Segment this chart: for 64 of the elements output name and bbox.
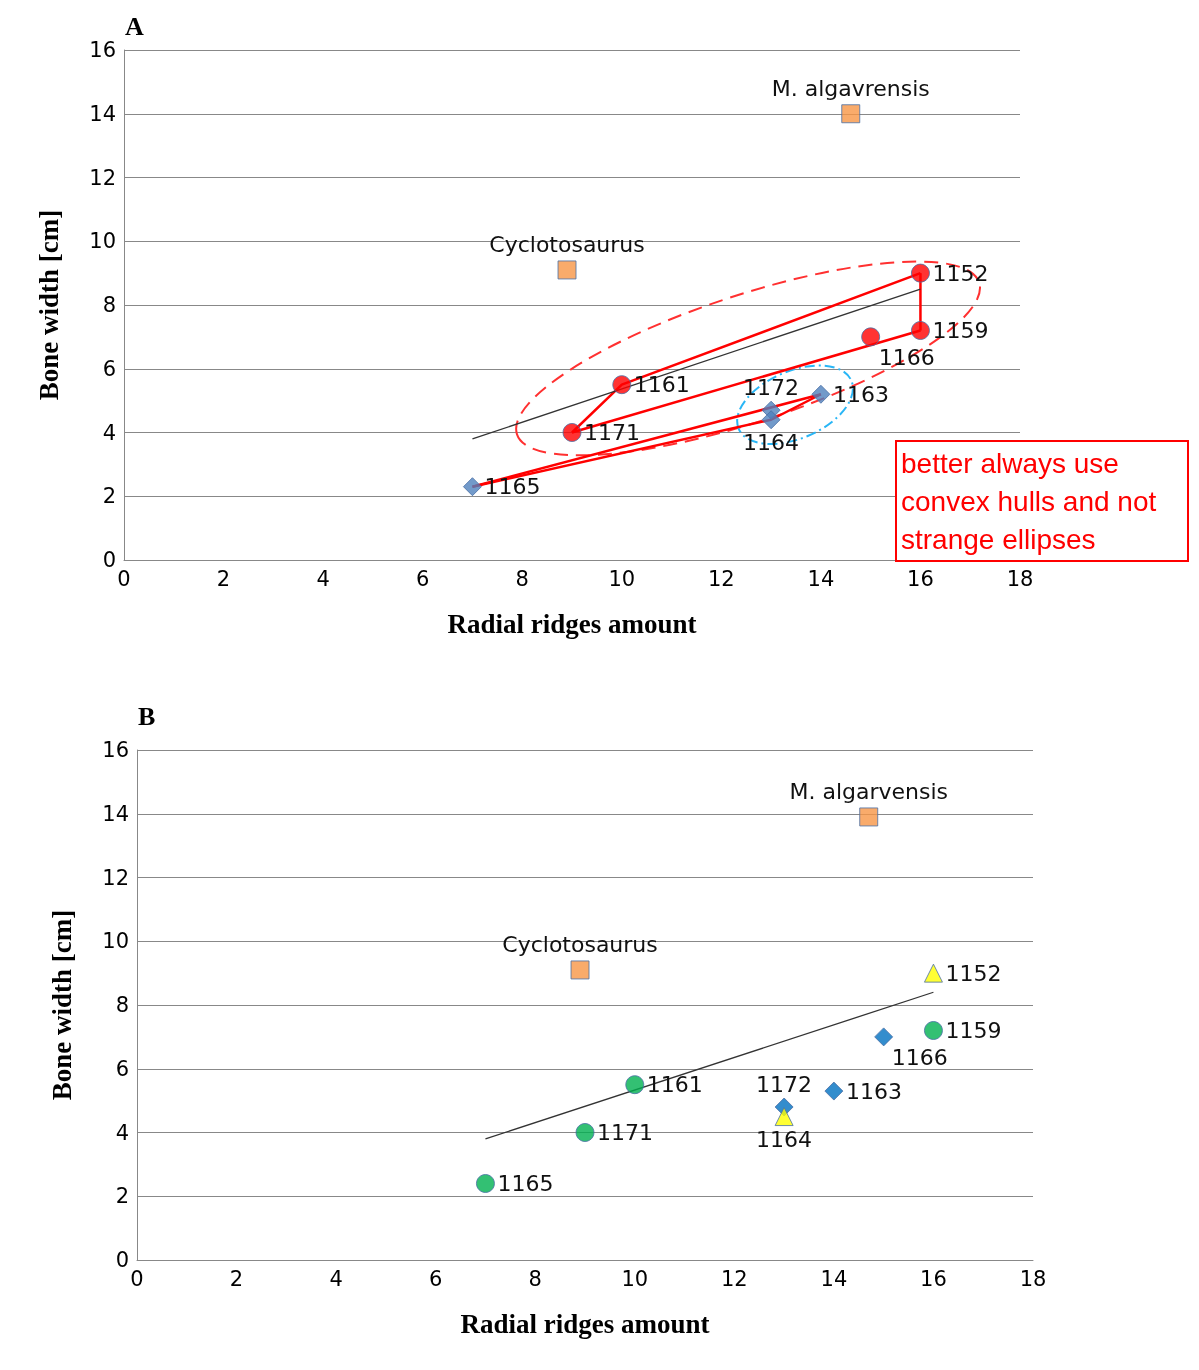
y-tick-label: 2 [115,1184,129,1209]
annotation: Cyclotosaurus [502,932,658,958]
y-axis-title: Bone width [cm] [33,209,64,401]
y-tick-label: 6 [115,1056,129,1081]
annotation: 1164 [756,1127,813,1153]
y-tick-label: 8 [115,993,129,1017]
x-tick-label: 6 [428,1266,443,1291]
y-tick-label: 0 [115,1248,129,1272]
y-tick-label: 10 [102,929,129,954]
annotation: 1152 [945,960,1002,986]
x-axis-title: Radial ridges amount [447,608,697,639]
x-tick-label: 14 [820,1266,848,1291]
annotation: Cyclotosaurus [489,232,645,258]
x-tick-label: 4 [329,1266,343,1291]
annotation: 1171 [597,1120,653,1145]
annotation: better always use convex hulls and not strange ellipses [901,447,1165,555]
x-tick-label: 4 [316,566,330,591]
annotation: M. algarvensis [789,779,949,805]
annotation: 1159 [945,1018,1002,1043]
y-tick-label: 4 [102,420,116,445]
annotation: 1161 [646,1072,703,1098]
y-tick-label: 6 [102,356,116,381]
x-tick-label: 12 [707,566,735,591]
y-axis-title: Bone width [cm] [46,909,77,1101]
annotation: 1159 [932,318,989,343]
annotation: 1163 [832,381,889,407]
annotation: M. algavrensis [771,76,930,102]
annotation: 1171 [584,420,640,445]
y-tick-label: 14 [89,101,116,126]
x-tick-label: 10 [621,1266,649,1291]
x-axis-title: Radial ridges amount [460,1308,710,1339]
chart-title: A [125,11,144,41]
y-tick-label: 10 [89,229,116,254]
y-tick-label: 4 [115,1120,129,1145]
y-tick-label: 12 [102,865,129,890]
annotation: 1161 [633,372,690,398]
annotation: 1166 [891,1045,948,1071]
annotation: 1172 [756,1071,813,1097]
x-tick-label: 2 [216,566,231,591]
chart-title: B [138,701,156,731]
annotation: 1164 [743,430,800,456]
x-tick-label: 14 [807,566,835,591]
x-tick-label: 18 [1019,1266,1047,1291]
y-tick-label: 8 [102,293,116,317]
annotation: 1165 [497,1171,554,1196]
x-tick-label: 18 [1006,566,1034,591]
x-tick-label: 16 [920,1266,947,1291]
annotation: 1163 [845,1078,902,1104]
y-tick-label: 16 [89,38,116,62]
annotation: 1152 [932,260,989,286]
y-tick-label: 14 [102,801,129,826]
x-tick-label: 8 [528,1266,542,1291]
y-tick-label: 2 [102,484,116,509]
y-tick-label: 0 [102,548,116,572]
x-tick-label: 16 [907,566,934,591]
y-tick-label: 16 [102,738,129,762]
x-tick-label: 2 [229,1266,244,1291]
x-tick-label: 8 [515,566,529,591]
y-tick-label: 12 [89,165,116,190]
x-tick-label: 10 [608,566,636,591]
annotation: 1166 [878,345,935,371]
annotation: 1165 [484,474,541,500]
x-tick-label: 12 [720,1266,748,1291]
x-tick-label: 6 [415,566,430,591]
